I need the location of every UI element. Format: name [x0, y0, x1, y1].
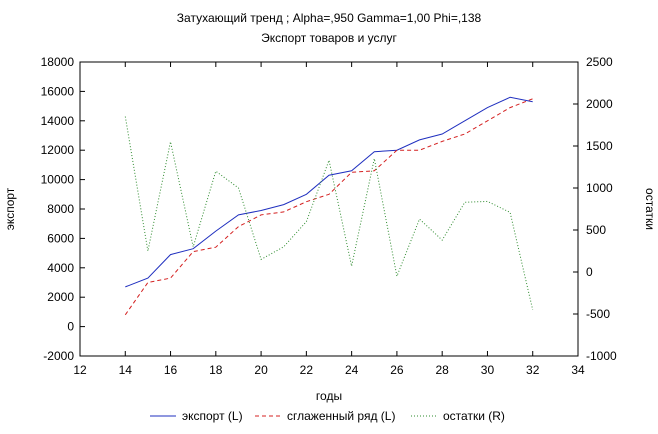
- legend-label-3: остатки (R): [443, 409, 505, 423]
- x-tick-label: 24: [345, 363, 359, 377]
- y-left-tick-label: 0: [67, 320, 74, 334]
- y-left-tick-label: 10000: [41, 173, 75, 187]
- series-line-2: [124, 98, 533, 316]
- x-tick-label: 16: [164, 363, 178, 377]
- y-left-tick-label: 4000: [47, 261, 74, 275]
- y-left-tick-label: 2000: [47, 290, 74, 304]
- y-left-tick-label: 6000: [47, 231, 74, 245]
- y-right-tick-label: 1500: [586, 139, 613, 153]
- x-tick-label: 12: [73, 363, 87, 377]
- x-tick-label: 32: [526, 363, 540, 377]
- y-left-tick-label: -2000: [43, 349, 74, 363]
- x-tick-label: 28: [436, 363, 450, 377]
- legend-label-2: сглаженный ряд (L): [287, 409, 395, 423]
- x-axis-title: годы: [316, 389, 342, 403]
- x-tick-label: 30: [481, 363, 495, 377]
- y-left-tick-label: 12000: [41, 143, 75, 157]
- series-layer: [124, 96, 534, 316]
- y-left-tick-label: 8000: [47, 202, 74, 216]
- y-right-tick-label: 1000: [586, 181, 613, 195]
- legend-label-1: экспорт (L): [182, 409, 243, 423]
- y-right-tick-label: 500: [586, 223, 606, 237]
- y-axis-left-title: экспорт: [3, 187, 17, 230]
- legend: экспорт (L) сглаженный ряд (L) остатки (R): [150, 409, 505, 423]
- y-left-tick-label: 18000: [41, 55, 75, 69]
- y-left-tick-label: 14000: [41, 114, 75, 128]
- x-tick-label: 14: [119, 363, 133, 377]
- y-right-tick-label: 2500: [586, 55, 613, 69]
- x-tick-label: 18: [209, 363, 223, 377]
- plot-area: [79, 61, 579, 357]
- y-axis-left: -2000 0 2000 4000 6000 8000 10000 12000 14000 160…: [41, 55, 85, 363]
- chart-title: Затухающий тренд ; Alpha=,950 Gamma=1,00…: [177, 11, 482, 25]
- y-axis-right-title: остатки: [643, 188, 657, 230]
- x-axis: 12 14 16 18 20 22 24 26 28 30 32 34: [73, 62, 585, 377]
- x-tick-label: 26: [390, 363, 404, 377]
- y-right-tick-label: 0: [586, 265, 593, 279]
- x-tick-label: 20: [254, 363, 268, 377]
- chart-subtitle: Экспорт товаров и услуг: [261, 31, 397, 45]
- x-tick-label: 22: [300, 363, 314, 377]
- y-right-tick-label: -500: [586, 307, 610, 321]
- y-left-tick-label: 16000: [41, 84, 75, 98]
- y-right-tick-label: -1000: [586, 349, 617, 363]
- x-tick-label: 34: [571, 363, 585, 377]
- y-right-tick-label: 2000: [586, 97, 613, 111]
- series-line-1: [125, 96, 533, 288]
- y-axis-right: -1000 -500 0 500 1000 1500 2000 2500: [573, 55, 617, 363]
